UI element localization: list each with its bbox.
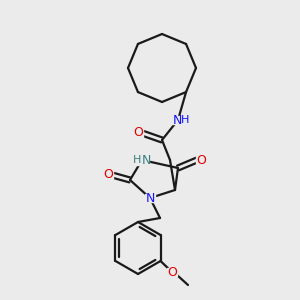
Text: O: O [133, 127, 143, 140]
Text: N: N [145, 191, 155, 205]
Bar [103, 171, 113, 179]
Bar [196, 156, 206, 164]
Text: O: O [167, 266, 177, 278]
Text: N: N [172, 113, 182, 127]
Text: N: N [141, 154, 151, 166]
Bar [172, 116, 184, 124]
Text: O: O [196, 154, 206, 166]
Bar [167, 268, 177, 276]
Text: O: O [103, 169, 113, 182]
Text: H: H [181, 115, 189, 125]
Bar [145, 194, 155, 202]
Bar [133, 155, 149, 164]
Text: H: H [133, 155, 141, 165]
Bar [133, 129, 143, 137]
